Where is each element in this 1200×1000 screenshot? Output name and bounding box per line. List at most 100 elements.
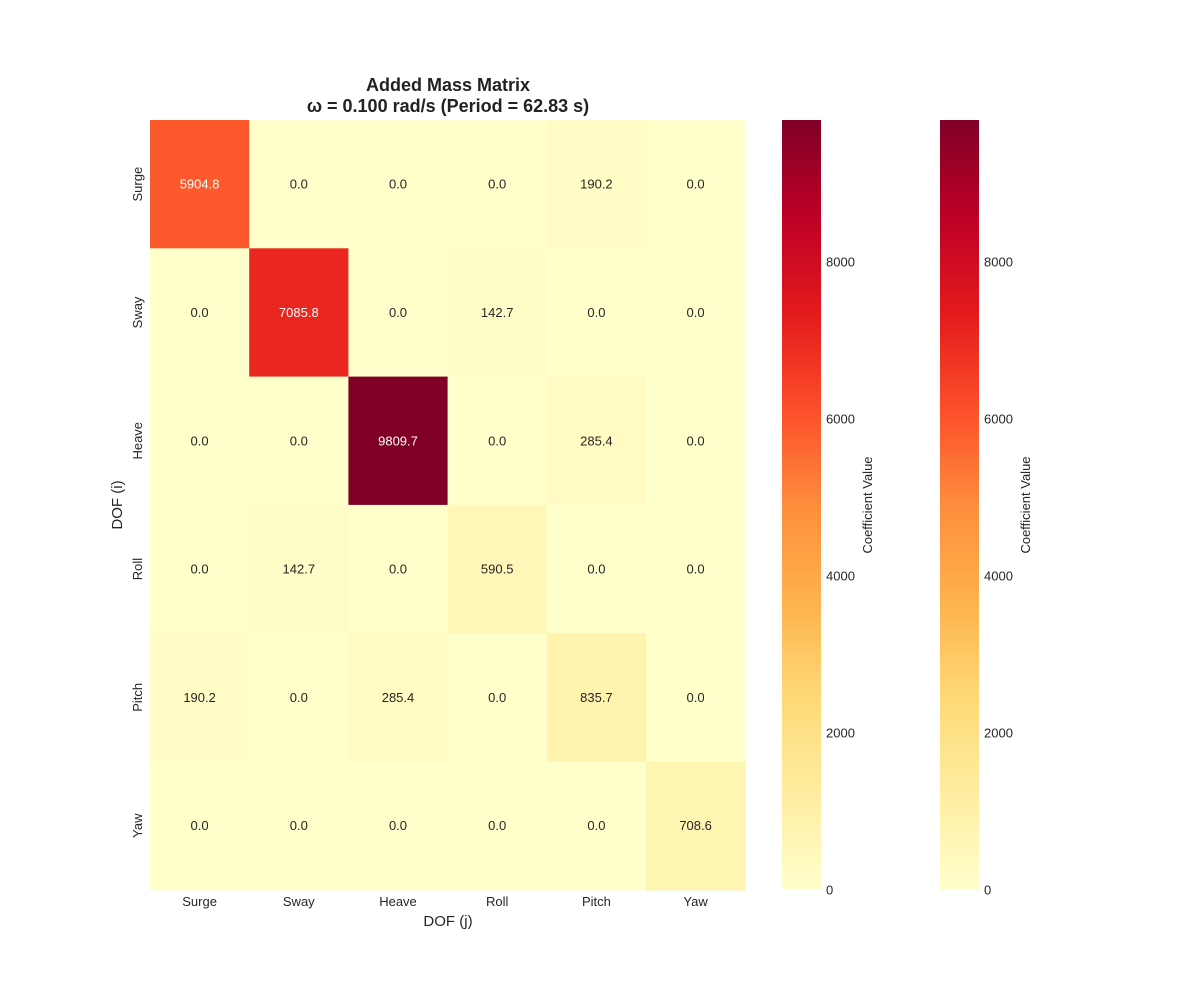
y-tick-label: Surge (130, 167, 145, 202)
colorbar-tick-label: 2000 (826, 726, 855, 741)
colorbar-tick-label: 4000 (984, 569, 1013, 584)
cell-value-label: 0.0 (687, 562, 705, 577)
cell-value-label: 285.4 (580, 433, 613, 448)
heatmap-cell (546, 633, 647, 763)
heatmap-cell (348, 120, 449, 249)
heatmap-cell (546, 504, 647, 634)
cell-value-label: 0.0 (191, 818, 209, 833)
cell-value-label: 0.0 (191, 433, 209, 448)
heatmap-cell (150, 761, 250, 891)
colorbar-tick-label: 6000 (826, 412, 855, 427)
heatmap-cell (447, 376, 548, 506)
cell-value-label: 0.0 (687, 305, 705, 320)
cell-value-label: 835.7 (580, 690, 613, 705)
chart-title: Added Mass Matrix (366, 75, 530, 95)
heatmap-cell (646, 504, 746, 634)
heatmap-cell (348, 761, 449, 891)
y-tick-labels: Surge Sway Heave Roll Pitch Yaw (130, 167, 145, 838)
colorbars: 0 2000 4000 6000 8000 Coefficient Value 0 2000 4… (782, 120, 1033, 898)
cell-value-label: 0.0 (488, 433, 506, 448)
heatmap-cell (646, 376, 746, 506)
colorbar-tick-label: 6000 (984, 412, 1013, 427)
x-tick-label: Surge (182, 894, 217, 909)
heatmap-cell (447, 504, 548, 634)
cell-value-label: 0.0 (191, 562, 209, 577)
cell-value-label: 9809.7 (378, 433, 418, 448)
x-axis-label: DOF (j) (423, 913, 472, 930)
cell-value-label: 0.0 (389, 177, 407, 192)
cell-value-label: 0.0 (488, 690, 506, 705)
heatmap-cell (150, 120, 250, 249)
cell-value-label: 0.0 (488, 818, 506, 833)
heatmap-cell (150, 248, 250, 378)
heatmap-cell (249, 376, 349, 506)
colorbar: 0 2000 4000 6000 8000 Coefficient Value (782, 120, 875, 898)
heatmap-cell (150, 504, 250, 634)
heatmap-cell (249, 761, 349, 891)
y-axis-label: DOF (i) (109, 480, 126, 529)
heatmap-cell (546, 376, 647, 506)
heatmap-cell (249, 120, 349, 249)
heatmap-cell (546, 248, 647, 378)
cell-value-label: 0.0 (687, 690, 705, 705)
cell-value-label: 142.7 (481, 305, 514, 320)
heatmap-cell (150, 633, 250, 763)
colorbar-tick-label: 0 (984, 883, 991, 898)
heatmap-cell (348, 248, 449, 378)
cell-value-label: 0.0 (191, 305, 209, 320)
heatmap-cell (646, 248, 746, 378)
colorbar-tick-label: 8000 (984, 255, 1013, 270)
cell-value-label: 7085.8 (279, 305, 319, 320)
y-tick-label: Roll (130, 558, 145, 581)
heatmap-cell (150, 376, 250, 506)
heatmap-cell (646, 120, 746, 249)
heatmap-cell (249, 248, 349, 378)
cell-value-label: 190.2 (580, 177, 613, 192)
cell-value-label: 285.4 (382, 690, 415, 705)
x-tick-labels: Surge Sway Heave Roll Pitch Yaw (182, 894, 708, 909)
colorbar-label: Coefficient Value (1018, 456, 1033, 553)
heatmap-cell (447, 761, 548, 891)
cell-value-label: 0.0 (290, 690, 308, 705)
x-tick-label: Heave (379, 894, 417, 909)
heatmap-cell (646, 633, 746, 763)
x-tick-label: Roll (486, 894, 509, 909)
cell-value-label: 5904.8 (180, 177, 220, 192)
cell-value-label: 0.0 (389, 818, 407, 833)
colorbar-gradient (940, 120, 979, 890)
colorbar-tick-label: 0 (826, 883, 833, 898)
chart-subtitle: ω = 0.100 rad/s (Period = 62.83 s) (307, 96, 589, 116)
colorbar: 0 2000 4000 6000 8000 Coefficient Value (940, 120, 1033, 898)
heatmap-cell (546, 761, 647, 891)
heatmap-cell (447, 248, 548, 378)
heatmap-cell (249, 504, 349, 634)
colorbar-label: Coefficient Value (860, 456, 875, 553)
heatmap-cell (646, 761, 746, 891)
heatmap-cell (447, 633, 548, 763)
cell-value-label: 190.2 (183, 690, 216, 705)
heatmap-cell (348, 504, 449, 634)
cell-value-label: 0.0 (389, 562, 407, 577)
cell-value-label: 590.5 (481, 562, 514, 577)
cell-value-label: 0.0 (290, 818, 308, 833)
cell-value-label: 0.0 (587, 562, 605, 577)
cell-value-label: 0.0 (687, 433, 705, 448)
cell-value-label: 0.0 (290, 177, 308, 192)
colorbar-tick-label: 8000 (826, 255, 855, 270)
cell-value-label: 0.0 (488, 177, 506, 192)
colorbar-gradient (782, 120, 821, 890)
heatmap-cell (546, 120, 647, 249)
cell-value-label: 142.7 (283, 562, 316, 577)
cell-value-label: 0.0 (290, 433, 308, 448)
y-tick-label: Yaw (130, 813, 145, 838)
x-tick-label: Yaw (683, 894, 708, 909)
y-tick-label: Sway (130, 296, 145, 328)
colorbar-tick-label: 4000 (826, 569, 855, 584)
cell-value-label: 0.0 (389, 305, 407, 320)
heatmap-cell (348, 376, 449, 506)
cell-value-label: 0.0 (587, 818, 605, 833)
y-tick-label: Pitch (130, 683, 145, 712)
heatmap-cell (348, 633, 449, 763)
x-tick-label: Pitch (582, 894, 611, 909)
